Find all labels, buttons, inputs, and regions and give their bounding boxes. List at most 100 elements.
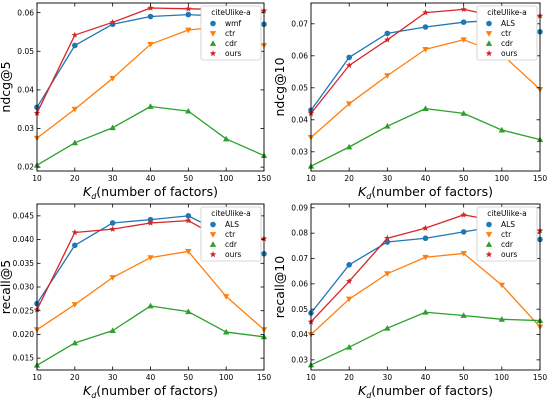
legend-marker-ctr <box>209 31 217 37</box>
x-axis-label: Kd(number of factors) <box>83 184 218 201</box>
x-tick-label: 40 <box>421 373 431 382</box>
data-point-ctr-50 <box>460 251 467 257</box>
data-point-ours-50 <box>460 211 467 218</box>
y-tick-label: 0.045 <box>13 211 35 220</box>
legend-label-cdr: cdr <box>225 240 238 249</box>
y-tick-label: 0.03 <box>291 147 308 156</box>
legend-marker-als <box>210 221 216 228</box>
series-line-ctr <box>36 250 265 331</box>
legend-title: citeUlike-a <box>487 209 526 218</box>
data-point-ctr-100 <box>222 294 230 300</box>
series-line-cdr <box>36 105 265 166</box>
data-point-cdr-100 <box>222 328 230 335</box>
x-tick-label: 150 <box>533 373 548 382</box>
data-point-ctr-40 <box>147 255 154 261</box>
x-tick-label: 50 <box>184 373 194 382</box>
data-point-ours-50 <box>185 217 192 224</box>
legend-marker-ctr <box>485 31 493 37</box>
x-axis-label-subscript: d <box>366 192 372 201</box>
x-axis-label-subscript: d <box>366 391 372 400</box>
legend-title: citeUlike-a <box>211 8 250 17</box>
x-axis-label-k: K <box>83 383 93 398</box>
legend-label-ctr: ctr <box>225 29 236 38</box>
chart-panel-2: 10 20 30 40 50 100 150 0.03 0.04 0.05 0.06 0.07 Kd(n… <box>272 2 547 201</box>
data-point-als-20 <box>346 54 352 61</box>
legend-marker-cdr <box>485 241 493 247</box>
x-axis-label: Kd(number of factors) <box>358 383 493 400</box>
data-point-ctr-50 <box>185 27 192 34</box>
data-point-ours-20 <box>345 62 353 69</box>
legend-box <box>476 206 538 262</box>
data-point-cdr-50 <box>185 107 192 114</box>
x-tick-label: 10 <box>306 174 316 183</box>
y-tick-label: 0.04 <box>291 330 308 339</box>
x-axis-label-rest: (number of factors) <box>371 383 493 398</box>
data-point-ctr-20 <box>71 302 79 308</box>
legend-label-cdr: cdr <box>225 39 238 48</box>
y-axis-label: ndcg@5 <box>0 61 13 112</box>
data-point-wmf-20 <box>72 42 78 49</box>
x-tick-label: 30 <box>383 373 393 382</box>
data-point-ours-30 <box>384 36 391 43</box>
x-axis-label: Kd(number of factors) <box>83 383 218 400</box>
x-axis-label-rest: (number of factors) <box>96 184 218 199</box>
data-point-als-50 <box>460 229 467 235</box>
x-axis-label-k: K <box>358 383 368 398</box>
data-point-cdr-50 <box>460 110 467 116</box>
x-axis-label-k: K <box>358 184 368 199</box>
y-tick-label: 0.035 <box>13 259 35 268</box>
data-point-als-40 <box>422 235 429 242</box>
data-point-ours-30 <box>109 225 116 232</box>
x-axis-label-subscript: d <box>91 391 97 400</box>
x-tick-label: 50 <box>459 174 469 183</box>
legend-box <box>200 5 262 61</box>
data-point-ctr-20 <box>71 106 79 113</box>
data-point-ours-50 <box>185 5 192 12</box>
legend-label-cdr: cdr <box>501 240 514 249</box>
x-axis-label-rest: (number of factors) <box>96 383 218 398</box>
data-point-cdr-20 <box>345 143 353 150</box>
legend-label-ours: ours <box>501 49 517 58</box>
data-point-cdr-20 <box>71 339 79 346</box>
x-axis-label: Kd(number of factors) <box>358 184 493 201</box>
y-tick-label: 0.030 <box>13 283 35 292</box>
data-point-ctr-30 <box>384 271 391 277</box>
legend-box <box>200 206 262 262</box>
x-axis-label-rest: (number of factors) <box>371 184 493 199</box>
data-point-cdr-50 <box>460 312 467 318</box>
data-point-als-40 <box>422 24 429 30</box>
series-line-ctr <box>310 252 541 335</box>
y-tick-label: 0.03 <box>291 355 308 364</box>
legend-marker-cdr <box>485 40 493 46</box>
legend-label-als: ALS <box>501 19 515 28</box>
data-point-ctr-20 <box>345 296 353 303</box>
legend-label-wmf: wmf <box>225 19 241 28</box>
y-axis-label: ndcg@10 <box>272 57 287 116</box>
data-point-ctr-30 <box>109 275 116 281</box>
x-axis-label-subscript: d <box>91 192 97 201</box>
legend-marker-ours <box>485 251 493 258</box>
y-tick-label: 0.07 <box>291 19 308 28</box>
legend-marker-als <box>486 221 492 228</box>
data-point-ours-40 <box>147 219 154 226</box>
legend-title: citeUlike-a <box>487 8 526 17</box>
x-tick-label: 20 <box>70 373 80 382</box>
legend-marker-ctr <box>209 232 217 238</box>
x-tick-label: 30 <box>383 174 393 183</box>
y-tick-label: 0.09 <box>291 203 308 212</box>
series-line-cdr <box>36 305 265 366</box>
x-tick-label: 100 <box>495 373 510 382</box>
x-tick-label: 20 <box>344 373 354 382</box>
x-tick-label: 30 <box>108 174 118 183</box>
data-point-ours-20 <box>345 277 353 285</box>
x-tick-label: 100 <box>495 174 510 183</box>
legend-marker-cdr <box>209 241 217 247</box>
x-tick-label: 30 <box>108 373 118 382</box>
x-tick-label: 150 <box>257 373 272 382</box>
data-point-ours-30 <box>384 234 391 241</box>
legend-label-als: ALS <box>225 220 239 229</box>
legend-label-ctr: ctr <box>501 230 512 239</box>
